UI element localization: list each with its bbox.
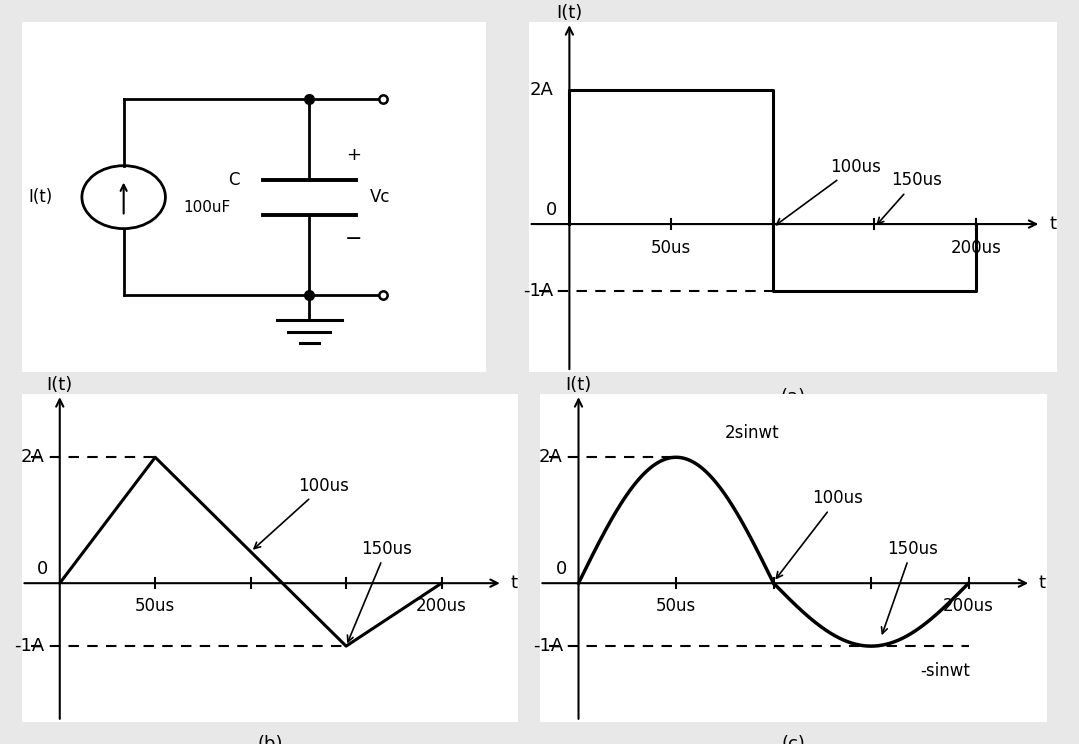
Text: 50us: 50us — [656, 597, 696, 615]
Text: I(t): I(t) — [565, 376, 591, 394]
Text: I(t): I(t) — [557, 4, 583, 22]
Text: -1A: -1A — [14, 637, 44, 655]
Text: I(t): I(t) — [28, 188, 52, 206]
Text: 2sinwt: 2sinwt — [725, 423, 779, 441]
Text: 200us: 200us — [951, 239, 1001, 257]
Text: 100us: 100us — [777, 490, 863, 578]
Text: 200us: 200us — [943, 597, 994, 615]
Text: 100us: 100us — [777, 158, 880, 225]
Text: 200us: 200us — [416, 597, 467, 615]
Text: 0: 0 — [556, 560, 566, 578]
Text: -sinwt: -sinwt — [919, 662, 970, 680]
Text: 100uF: 100uF — [183, 200, 231, 215]
Text: t: t — [1049, 215, 1056, 233]
Text: 50us: 50us — [135, 597, 175, 615]
Text: 150us: 150us — [347, 539, 412, 642]
Text: 100us: 100us — [254, 477, 350, 548]
Text: (c): (c) — [781, 735, 805, 744]
Text: 0: 0 — [37, 560, 49, 578]
Text: Vc: Vc — [369, 188, 390, 206]
Text: I(t): I(t) — [46, 376, 73, 394]
Text: −: − — [344, 229, 363, 249]
Text: -1A: -1A — [523, 282, 554, 301]
Text: t: t — [510, 574, 517, 592]
Text: 0: 0 — [546, 201, 557, 219]
Text: 150us: 150us — [882, 539, 938, 634]
Text: 50us: 50us — [651, 239, 692, 257]
Text: (a): (a) — [780, 388, 806, 405]
Text: 2A: 2A — [21, 449, 44, 466]
Text: C: C — [228, 170, 240, 189]
Text: 150us: 150us — [877, 171, 942, 224]
Text: t: t — [1039, 574, 1046, 592]
Text: -1A: -1A — [533, 637, 563, 655]
Text: (b): (b) — [257, 735, 283, 744]
Text: +: + — [345, 147, 360, 164]
Text: 2A: 2A — [529, 80, 554, 98]
Text: 2A: 2A — [540, 449, 563, 466]
